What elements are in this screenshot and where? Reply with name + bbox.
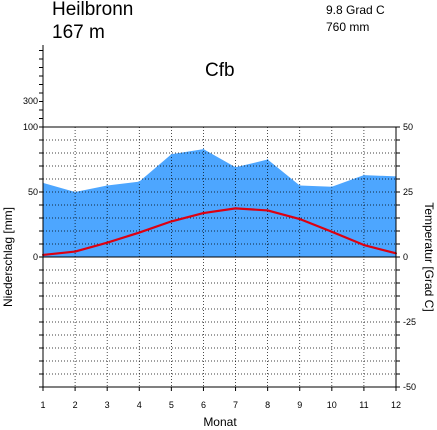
month-tick-label: 1 (40, 400, 45, 410)
temperature-tick-label: 25 (403, 187, 413, 197)
precipitation-point (170, 153, 172, 155)
plot-fills (43, 149, 396, 257)
upper-axis-tick-label: 300 (23, 96, 38, 106)
month-tick-label: 5 (169, 400, 174, 410)
temperature-tick-label: -25 (403, 317, 416, 327)
precipitation-point (331, 186, 333, 188)
month-tick-label: 10 (327, 400, 337, 410)
temperature-point (138, 231, 141, 234)
temperature-point (234, 207, 237, 210)
month-tick-label: 11 (359, 400, 368, 410)
precipitation-point (299, 184, 301, 187)
station-elevation: 167 m (52, 22, 105, 43)
month-tick-label: 4 (137, 400, 142, 410)
month-tick-label: 9 (297, 400, 302, 410)
left-axis-label: Niederschlag [mm] (1, 207, 15, 307)
right-axis-label: Temperatur [Grad C] (422, 202, 436, 311)
month-tick-label: 3 (105, 400, 110, 410)
precipitation-point (363, 174, 365, 176)
precipitation-tick-label: 0 (33, 252, 38, 262)
month-tick-label: 6 (201, 400, 206, 410)
month-tick-label: 2 (73, 400, 78, 410)
temperature-tick-label: 0 (403, 252, 408, 262)
temperature-point (202, 212, 205, 215)
month-tick-label: 12 (391, 400, 401, 410)
annual-precipitation: 760 mm (326, 20, 369, 34)
upper-precipitation-axis: 300 (23, 45, 44, 127)
temperature-point (362, 244, 365, 247)
precipitation-point (234, 166, 237, 168)
month-tick-label: 7 (233, 400, 238, 410)
temperature-tick-label: -50 (403, 382, 416, 392)
precipitation-area (43, 149, 396, 257)
temperature-point (74, 250, 77, 253)
climate-class: Cfb (205, 60, 235, 81)
temperature-point (170, 220, 173, 223)
temperature-point (298, 218, 301, 221)
temperature-point (330, 230, 333, 233)
temperature-line (42, 207, 397, 257)
x-axis-label: Monat (203, 415, 237, 429)
precipitation-tick-label: 50 (28, 187, 38, 197)
precipitation-point (267, 158, 269, 161)
month-tick-label: 8 (265, 400, 270, 410)
temperature-point (106, 241, 109, 244)
precipitation-point (106, 184, 108, 187)
temperature-tick-label: 50 (403, 122, 413, 132)
precipitation-point (74, 191, 76, 193)
temperature-point (266, 209, 269, 212)
precipitation-point (202, 148, 205, 150)
mean-temperature: 9.8 Grad C (326, 3, 385, 17)
station-name: Heilbronn (52, 0, 133, 20)
precipitation-tick-label: 100 (23, 122, 38, 132)
precipitation-point (138, 181, 140, 183)
